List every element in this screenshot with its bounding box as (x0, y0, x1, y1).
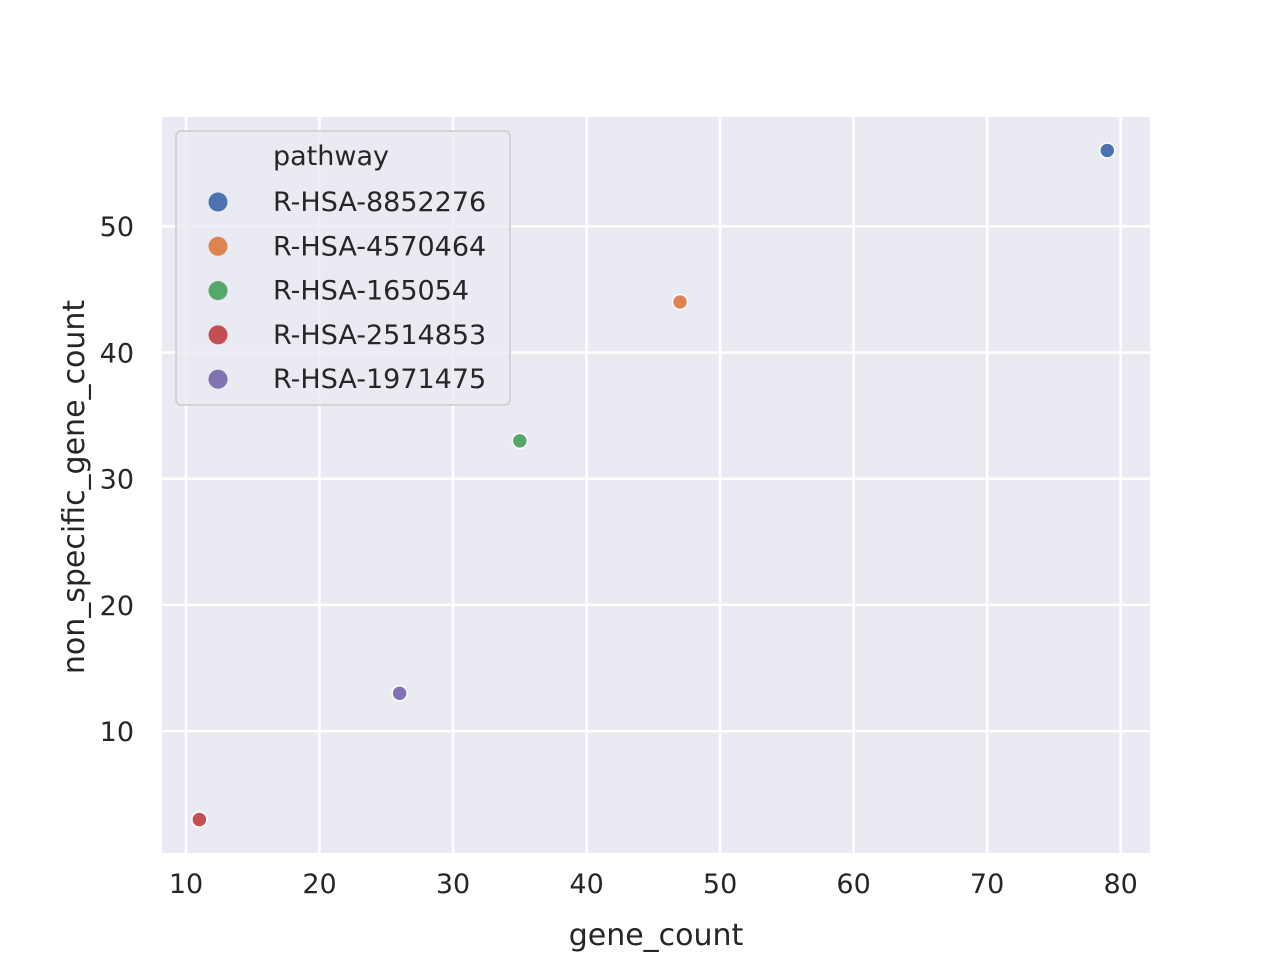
legend-label: R-HSA-1971475 (273, 364, 486, 395)
legend-label: R-HSA-165054 (273, 276, 469, 307)
y-tick-label: 10 (100, 717, 134, 748)
y-gridlines (162, 224, 1150, 733)
x-tick-labels: 10 20 30 40 50 60 70 80 (169, 869, 1138, 900)
x-tick-label: 40 (569, 869, 603, 900)
x-tick-label: 60 (836, 869, 870, 900)
legend-marker (208, 236, 228, 256)
x-tick-label: 20 (302, 869, 336, 900)
data-point (511, 432, 529, 450)
data-point (191, 811, 208, 828)
y-tick-label: 40 (100, 338, 134, 369)
x-axis-label: gene_count (569, 918, 744, 953)
x-tick-label: 10 (169, 869, 203, 900)
x-tick-label: 70 (970, 869, 1004, 900)
legend-label: R-HSA-4570464 (273, 231, 486, 262)
legend-entries: R-HSA-8852276 R-HSA-4570464 R-HSA-165054 R-… (208, 187, 486, 395)
legend-label: R-HSA-2514853 (273, 320, 486, 351)
legend-marker (208, 369, 228, 389)
data-points (191, 142, 1116, 828)
x-tick-label: 50 (703, 869, 737, 900)
x-tick-label: 80 (1103, 869, 1137, 900)
legend-frame (175, 130, 511, 406)
y-axis-label: non_specific_gene_count (57, 300, 92, 675)
x-tick-label: 30 (436, 869, 470, 900)
data-point (391, 685, 408, 702)
y-tick-label: 20 (100, 591, 134, 622)
legend: pathway R-HSA-8852276R-HSA-4570464R-HSA-… (175, 130, 511, 406)
legend-marker (208, 281, 228, 301)
legend-marker (208, 325, 228, 345)
y-tick-label: 30 (100, 465, 134, 496)
data-point (671, 293, 689, 311)
y-tick-labels: 10 20 30 40 50 (100, 212, 134, 748)
legend-label: R-HSA-8852276 (273, 187, 486, 218)
legend-title: pathway (273, 141, 389, 172)
legend-marker (208, 192, 228, 212)
y-tick-label: 50 (100, 212, 134, 243)
data-point (1099, 142, 1116, 159)
